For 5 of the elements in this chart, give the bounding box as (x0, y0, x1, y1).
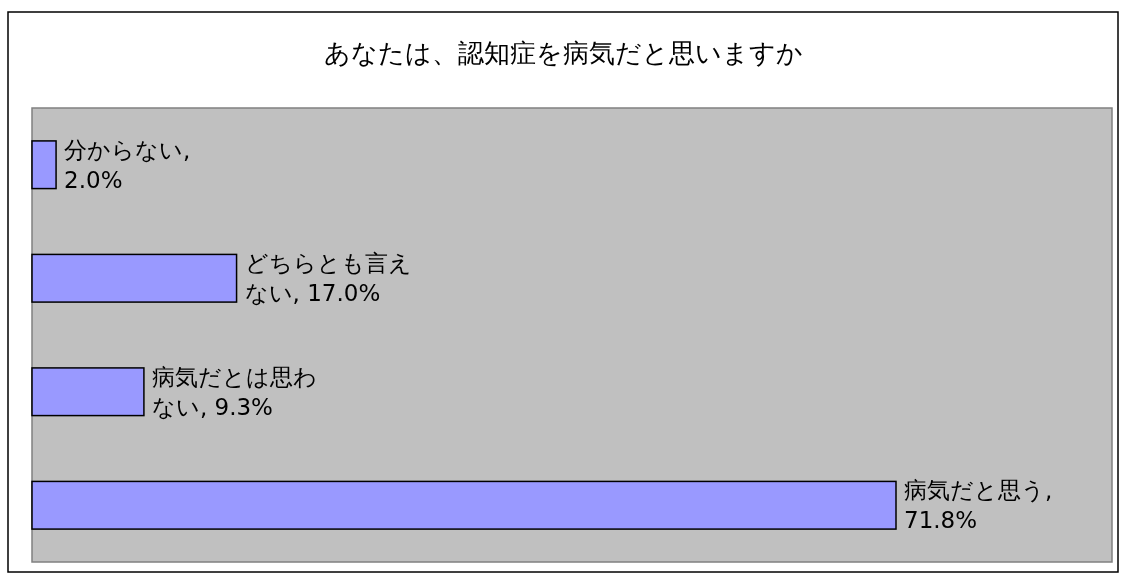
data-label: 分からない, 2.0% (64, 136, 191, 193)
data-label: 病気だと思う, 71.8% (904, 477, 1053, 534)
data-label: 病気だとは思わない, 9.3% (151, 363, 317, 420)
chart-title: あなたは、認知症を病気だと思いますか (323, 38, 803, 68)
data-label: どちらとも言えない, 17.0% (244, 250, 412, 307)
